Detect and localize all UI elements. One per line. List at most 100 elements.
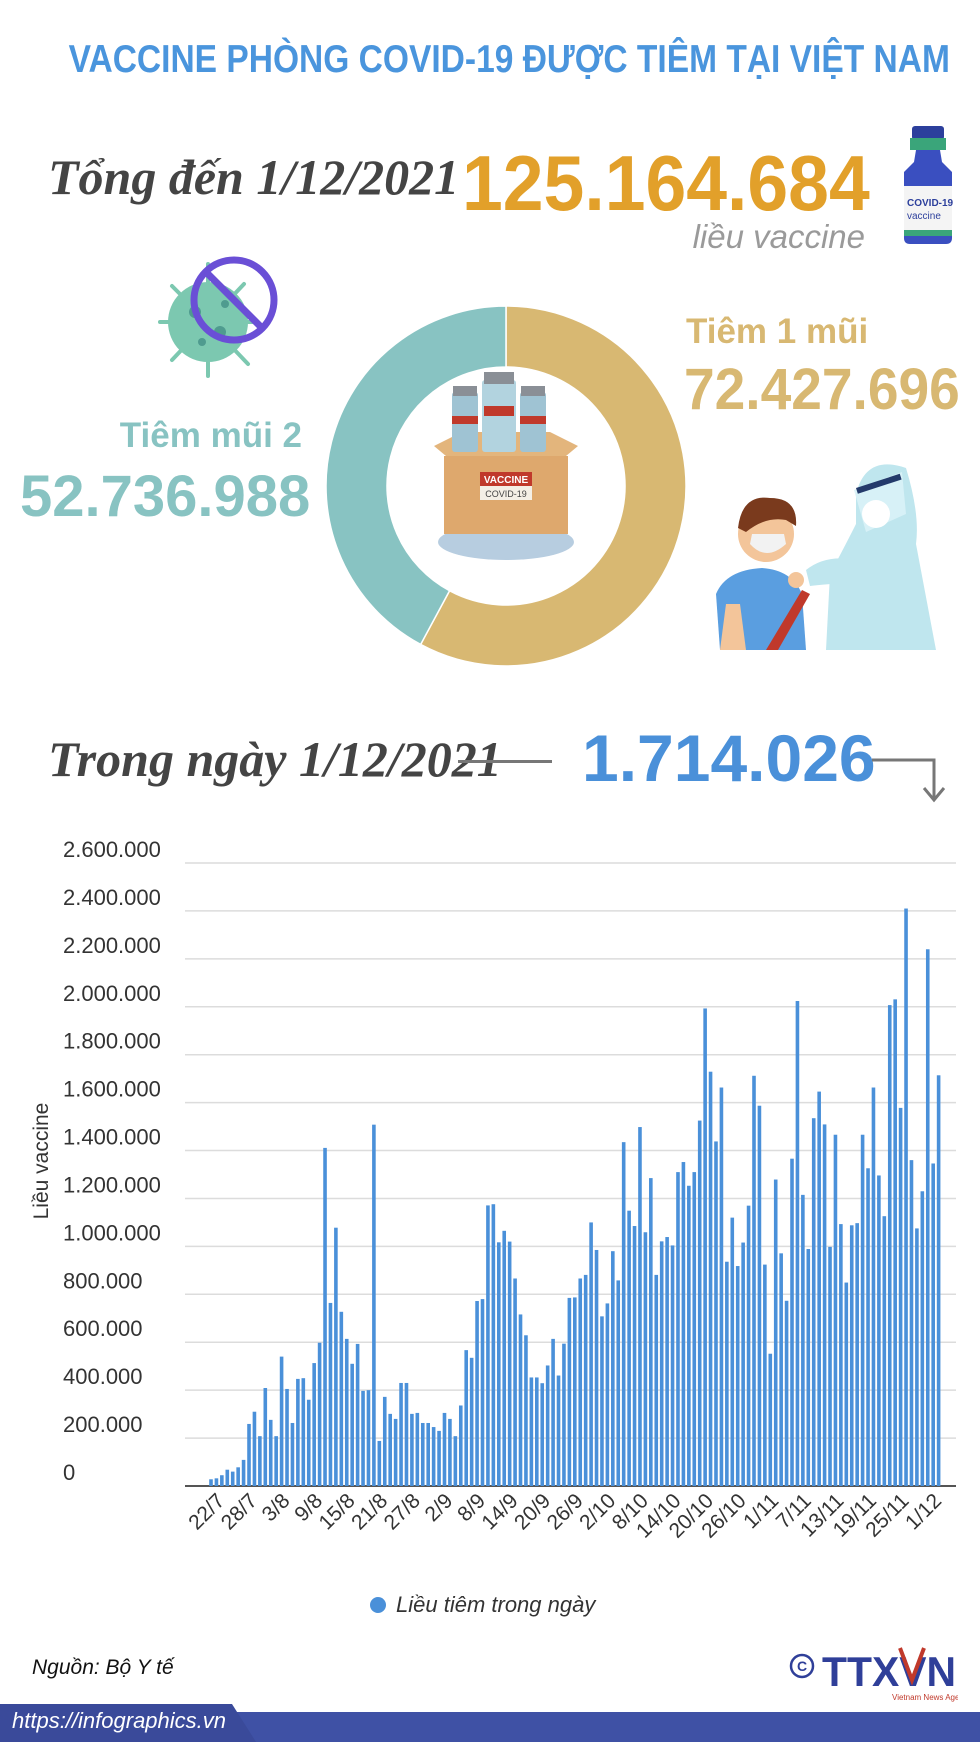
bar xyxy=(361,1390,365,1486)
bar xyxy=(388,1413,392,1486)
footer-url-link[interactable]: https://infographics.vn xyxy=(12,1708,227,1733)
bar xyxy=(768,1353,773,1486)
bar xyxy=(692,1172,697,1486)
svg-text:vaccine: vaccine xyxy=(907,211,941,222)
vaccination-illustration xyxy=(716,464,936,650)
svg-text:Vietnam News Agency: Vietnam News Agency xyxy=(892,1693,958,1702)
bar xyxy=(241,1459,246,1486)
bar xyxy=(643,1232,648,1486)
dose-donut-chart: VACCINE COVID-19 xyxy=(325,305,687,667)
svg-text:C: C xyxy=(797,1658,807,1674)
donut-slice-1 xyxy=(419,305,687,667)
bar xyxy=(578,1278,583,1486)
bar xyxy=(268,1419,273,1486)
bar xyxy=(442,1412,447,1486)
bar xyxy=(752,1075,756,1486)
bar xyxy=(936,1075,941,1486)
vaccine-box-icon: VACCINE COVID-19 xyxy=(434,372,578,560)
bar xyxy=(230,1471,235,1486)
bar xyxy=(312,1363,316,1486)
bar xyxy=(214,1478,219,1486)
arrow-down-icon xyxy=(872,758,946,803)
bar xyxy=(703,1008,707,1486)
bar xyxy=(323,1147,327,1486)
bar xyxy=(545,1365,550,1486)
dose1-value: 72.427.696 xyxy=(684,357,960,422)
bar xyxy=(844,1282,849,1486)
footer-tab xyxy=(0,1704,256,1742)
bar xyxy=(681,1162,686,1486)
legend-label: Liều tiêm trong ngày xyxy=(396,1592,596,1617)
bar xyxy=(382,1396,387,1486)
bar xyxy=(594,1249,599,1486)
bar xyxy=(285,1388,289,1486)
bar xyxy=(795,1001,800,1486)
bar xyxy=(627,1210,631,1486)
bar xyxy=(236,1467,240,1486)
bar xyxy=(453,1436,458,1486)
bar xyxy=(469,1357,474,1486)
bar xyxy=(486,1205,490,1486)
bar xyxy=(735,1266,740,1486)
donut-slice-2 xyxy=(325,305,507,646)
legend-dot-icon xyxy=(370,1597,386,1613)
x-tick-label: 28/7 xyxy=(217,1489,262,1534)
bar xyxy=(583,1274,588,1486)
bar xyxy=(898,1107,903,1486)
x-tick-label: 27/8 xyxy=(380,1489,425,1534)
bar xyxy=(535,1377,539,1486)
bar xyxy=(746,1205,751,1486)
bar xyxy=(426,1422,430,1486)
bar xyxy=(887,1005,892,1486)
bar xyxy=(296,1378,300,1486)
page-title: VACCINE PHÒNG COVID-19 ĐƯỢC TIÊM TẠI VIỆ… xyxy=(68,38,950,81)
x-tick-label: 2/9 xyxy=(421,1489,458,1526)
bar xyxy=(263,1387,268,1486)
bar xyxy=(328,1302,333,1486)
bar xyxy=(730,1217,735,1486)
bar xyxy=(632,1226,637,1486)
y-tick-label: 2.400.000 xyxy=(63,885,161,910)
bar xyxy=(399,1382,403,1486)
bar xyxy=(611,1251,615,1486)
chart-legend: Liều tiêm trong ngày xyxy=(370,1592,595,1618)
y-tick-label: 1.600.000 xyxy=(63,1077,161,1102)
daily-label: Trong ngày 1/12/2021 xyxy=(48,731,502,787)
bar xyxy=(431,1427,436,1486)
bar xyxy=(573,1297,577,1486)
bar xyxy=(725,1261,729,1486)
daily-doses-bar-chart: 0 200.000 400.000 600.000 800.000 1.000.000 1.… xyxy=(30,840,956,1543)
bar xyxy=(757,1105,762,1486)
bar xyxy=(252,1411,257,1486)
bar xyxy=(339,1311,344,1486)
bar xyxy=(502,1230,507,1486)
bar xyxy=(697,1120,702,1486)
bar xyxy=(773,1179,778,1486)
bar xyxy=(225,1469,230,1486)
bar xyxy=(350,1363,354,1486)
bar xyxy=(448,1418,452,1486)
vaccine-vial-icon: COVID-19 vaccine xyxy=(904,126,954,244)
bar xyxy=(464,1350,469,1486)
bar xyxy=(480,1299,485,1486)
bar xyxy=(524,1335,528,1486)
bar xyxy=(860,1134,865,1486)
bar xyxy=(567,1297,572,1486)
y-tick-label: 0 xyxy=(63,1460,75,1485)
bar xyxy=(605,1303,610,1486)
y-tick-label: 2.000.000 xyxy=(63,981,161,1006)
y-tick-label: 600.000 xyxy=(63,1316,143,1341)
bar xyxy=(220,1475,224,1486)
bar xyxy=(811,1118,816,1486)
dose2-label: Tiêm mũi 2 xyxy=(119,416,302,455)
bar xyxy=(931,1163,935,1486)
bar xyxy=(209,1479,213,1486)
bar xyxy=(925,949,930,1486)
bar xyxy=(687,1185,691,1486)
bar xyxy=(659,1241,664,1486)
bar xyxy=(817,1091,821,1486)
bar xyxy=(621,1142,626,1486)
bar xyxy=(290,1422,295,1486)
virus-prohibited-icon xyxy=(158,256,278,378)
bar xyxy=(344,1338,349,1486)
